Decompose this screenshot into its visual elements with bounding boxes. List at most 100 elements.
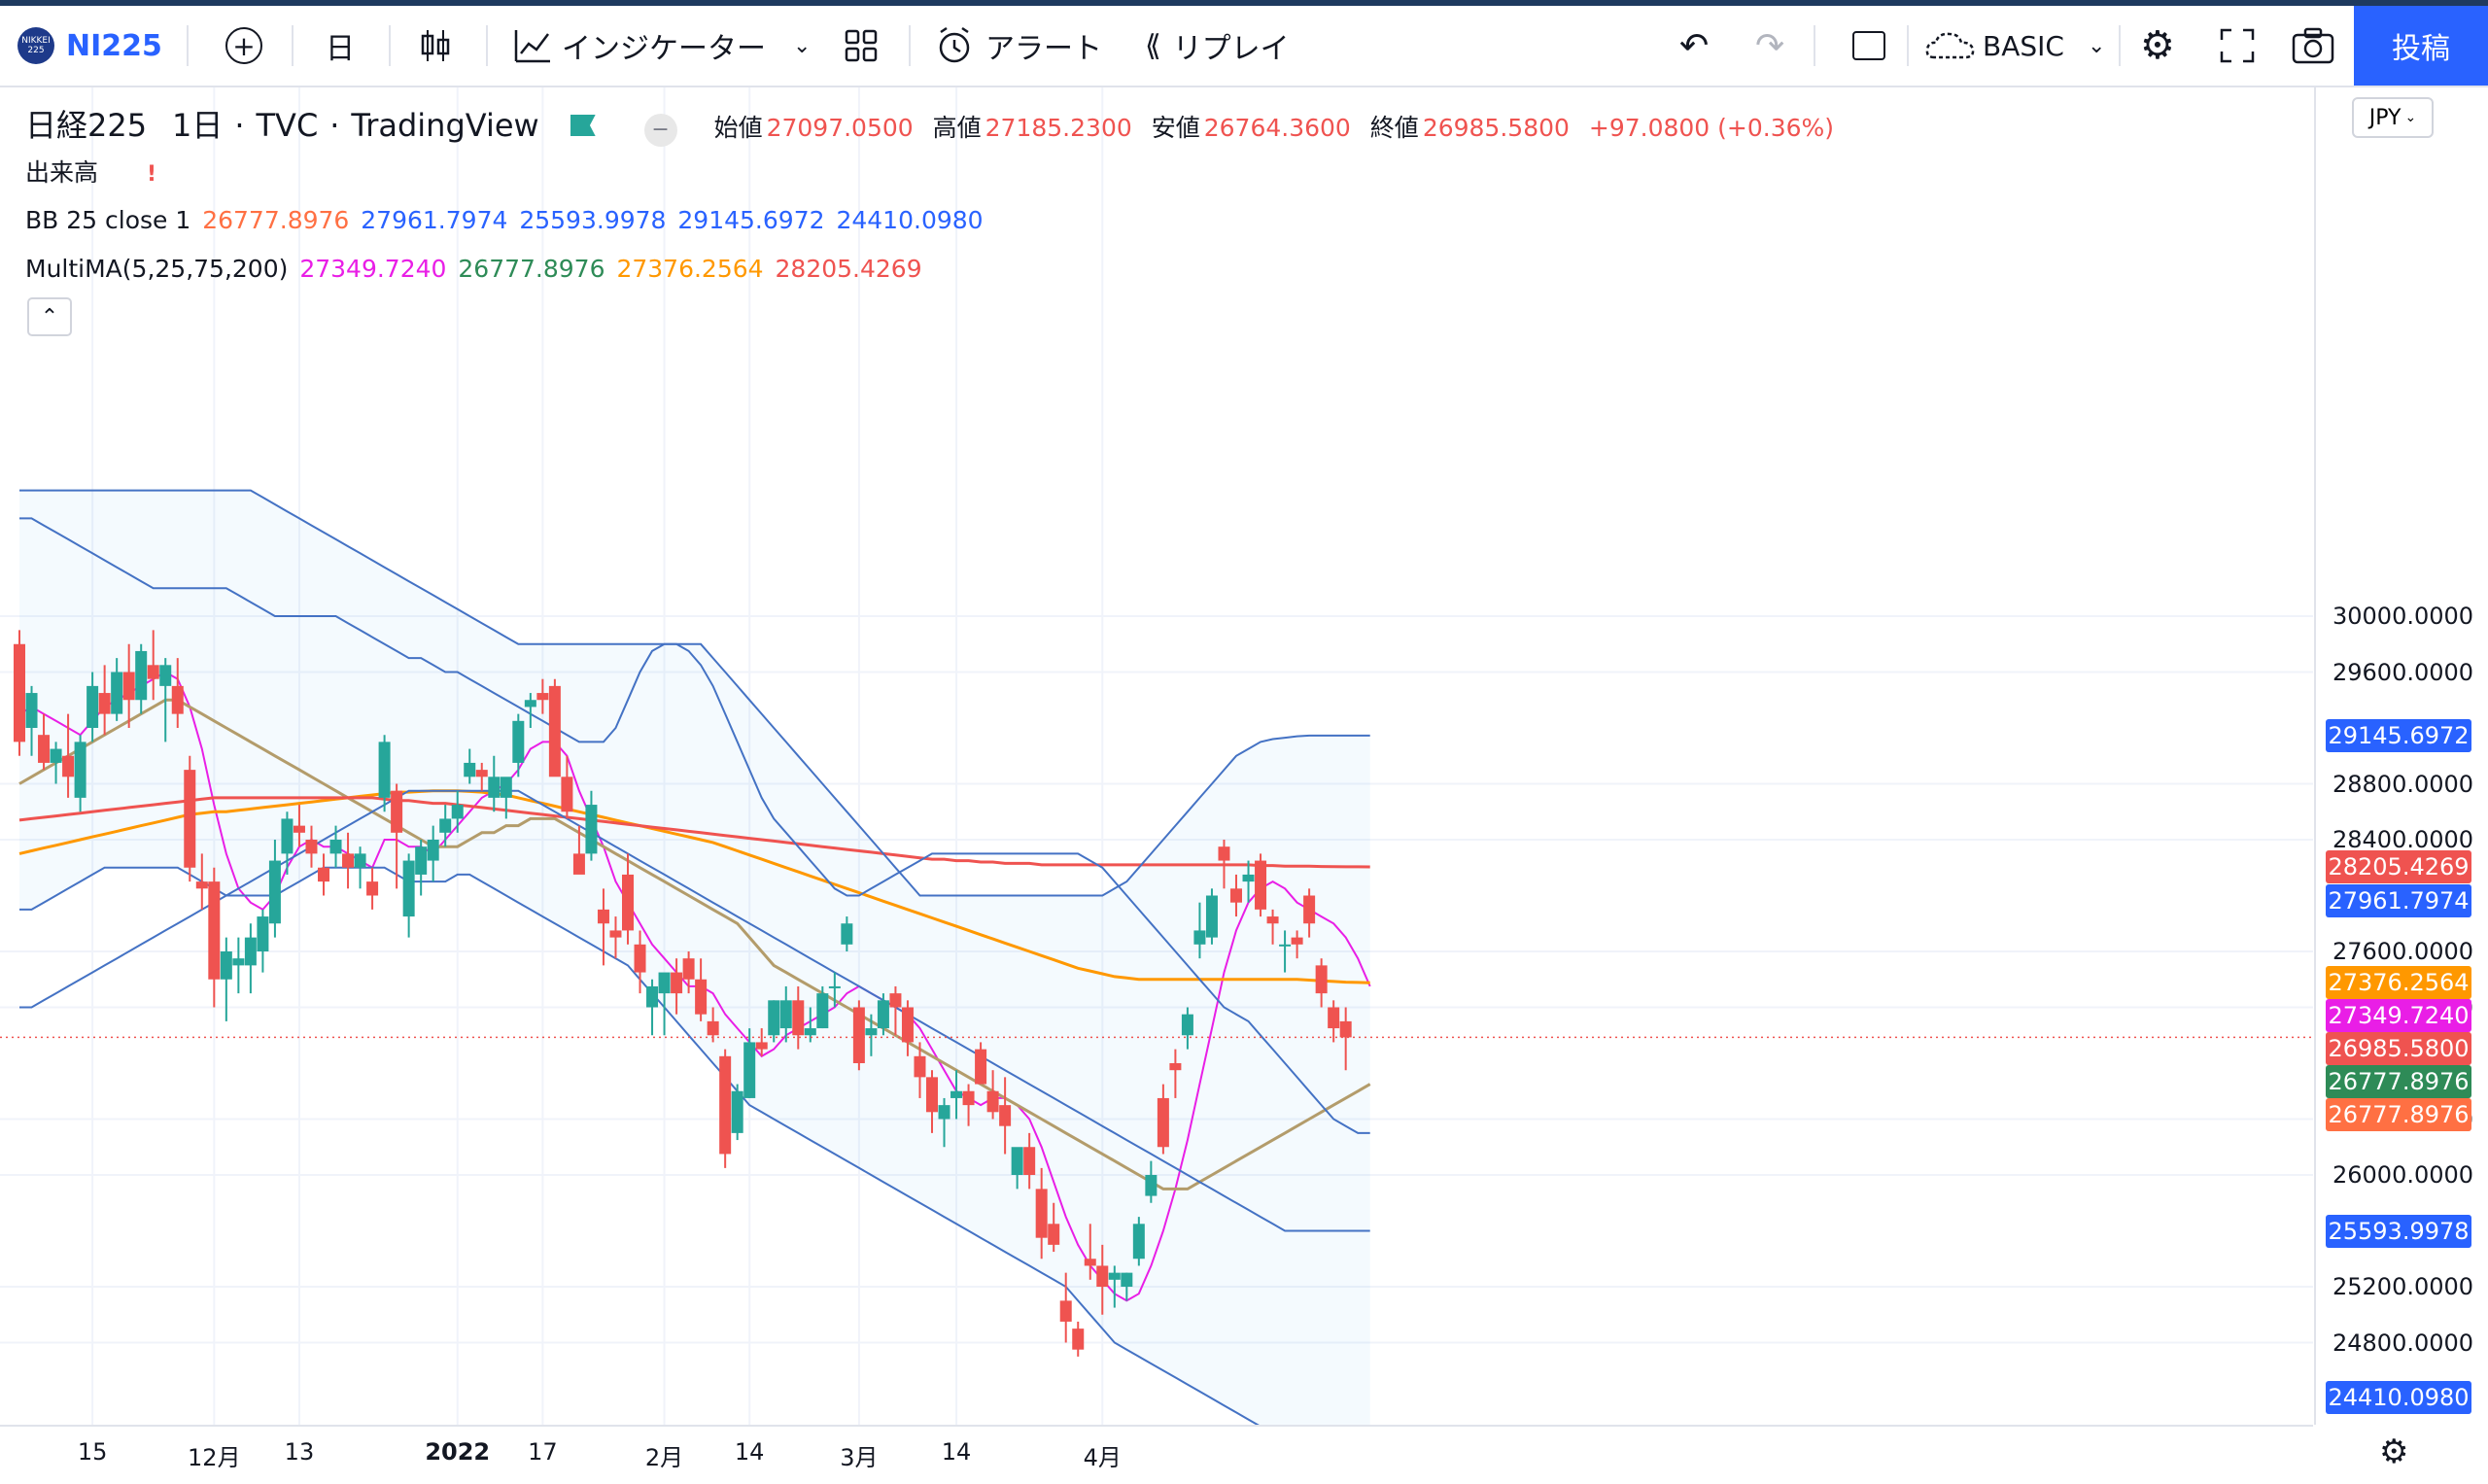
chart-type-button[interactable]: [418, 6, 453, 86]
candle-body: [962, 1090, 975, 1106]
interval-button[interactable]: 日: [326, 6, 355, 86]
candle-body: [1230, 888, 1242, 903]
price-label: 27349.7240: [2326, 999, 2471, 1033]
candle-body: [366, 881, 379, 896]
indicators-button[interactable]: インジケーター ⌄: [513, 6, 811, 86]
bb-lower: 24410.0980: [836, 206, 984, 234]
snapshot-button[interactable]: [2292, 6, 2334, 86]
time-axis[interactable]: [0, 1425, 2313, 1484]
candle-body: [671, 972, 683, 994]
series-line-ma25: [18, 698, 1371, 1191]
candle-body: [1084, 1259, 1096, 1266]
chevron-down-icon: ⌄: [2404, 110, 2417, 125]
post-button[interactable]: 投稿: [2354, 6, 2488, 86]
candle-body: [1181, 1014, 1193, 1036]
candle-body: [220, 951, 232, 980]
collapse-legend-button[interactable]: ⌃: [27, 297, 72, 336]
candle-body: [378, 742, 391, 798]
series-line-bb-lower: [19, 789, 1370, 1232]
replay-button[interactable]: ⟪ リプレイ: [1145, 6, 1290, 86]
plus-circle-icon: +: [225, 27, 262, 64]
candle-body: [305, 840, 318, 854]
price-label: 27961.7974: [2326, 883, 2471, 917]
layouts-button[interactable]: [844, 6, 879, 86]
low-value: 26764.3600: [1203, 114, 1351, 142]
toolbar-divider: [2119, 25, 2121, 66]
alert-button[interactable]: アラート: [935, 6, 1102, 86]
flag-icon: [570, 115, 596, 136]
high-value: 27185.2300: [985, 114, 1132, 142]
toolbar-divider: [1907, 25, 1909, 66]
ma200-value: 28205.4269: [775, 255, 922, 283]
low-label: 安値: [1151, 114, 1200, 142]
candle-body: [828, 985, 841, 988]
candle-body: [1169, 1063, 1182, 1071]
legend-volume: 出来高 !: [25, 154, 170, 190]
undo-icon: ↶: [1679, 25, 1710, 66]
candle-body: [62, 755, 75, 777]
symbol-search[interactable]: NIKKEI 225 NI225: [17, 6, 162, 86]
candle-body: [354, 853, 366, 868]
candle-body: [208, 881, 221, 980]
candle-body: [975, 1049, 987, 1085]
fullscreen-layout-button[interactable]: [1852, 6, 1885, 86]
minus-icon[interactable]: −: [643, 113, 677, 147]
warning-icon: !: [136, 159, 166, 190]
candle-body: [658, 972, 671, 994]
save-layout-button[interactable]: BASIC ⌄: [1924, 6, 2105, 86]
camera-icon: [2292, 27, 2334, 64]
candle-body: [950, 1090, 963, 1098]
candle-body: [1121, 1272, 1133, 1287]
legend-source: TradingView: [351, 107, 539, 144]
price-scale[interactable]: [2314, 87, 2488, 1425]
candle-body: [475, 770, 488, 777]
grid-layout-icon: [845, 29, 878, 62]
candle-body: [1255, 860, 1267, 910]
candle-body: [74, 742, 86, 798]
redo-button[interactable]: ↷: [1755, 6, 1784, 86]
price-tick-label: 27600.0000: [2332, 938, 2474, 965]
candle-body: [232, 958, 245, 966]
candle-body: [901, 1007, 914, 1043]
series-line-bb-upper: [19, 517, 1370, 1134]
time-tick-label: 17: [528, 1438, 558, 1466]
candle-body: [1048, 1224, 1060, 1245]
indicators-icon: [514, 30, 550, 63]
legend-dot: ·: [234, 107, 245, 144]
undo-button[interactable]: ↶: [1679, 6, 1709, 86]
price-chart[interactable]: [0, 87, 2313, 1425]
redo-icon: ↷: [1755, 25, 1785, 66]
bb-upper: 29145.6972: [677, 206, 825, 234]
ma5-value: 27349.7240: [299, 255, 447, 283]
candle-body: [427, 840, 439, 861]
fullscreen-button[interactable]: [2220, 6, 2255, 86]
post-label: 投稿: [2392, 32, 2450, 66]
candle-body: [682, 958, 695, 980]
currency-selector[interactable]: JPY ⌄: [2352, 97, 2434, 138]
settings-button[interactable]: ⚙: [2140, 6, 2175, 86]
gear-icon[interactable]: ⚙: [2379, 1432, 2409, 1471]
toolbar-divider: [1814, 25, 1815, 66]
candle-body: [86, 685, 99, 728]
toolbar-divider: [909, 25, 911, 66]
candle-body: [986, 1090, 999, 1113]
candle-body: [804, 1028, 816, 1036]
price-label: 26777.8976: [2326, 1098, 2471, 1132]
price-label: 26777.8976: [2326, 1065, 2471, 1099]
toolbar-divider: [389, 25, 391, 66]
candle-body: [889, 993, 902, 1008]
bollinger-band-fill: [19, 490, 1370, 1425]
candle-body: [731, 1090, 743, 1133]
candle-body: [415, 846, 428, 875]
series-line-ma75: [18, 789, 1370, 984]
candle-body: [622, 874, 634, 931]
ma75-value: 27376.2564: [616, 255, 764, 283]
compare-button[interactable]: +: [225, 6, 262, 86]
candle-body: [865, 1028, 878, 1036]
candle-body: [293, 825, 305, 833]
candle-body: [609, 930, 622, 938]
price-tick-label: 24800.0000: [2332, 1329, 2474, 1357]
candle-body: [171, 685, 184, 714]
candle-body: [536, 693, 549, 701]
price-label: 24410.0980: [2326, 1380, 2471, 1414]
